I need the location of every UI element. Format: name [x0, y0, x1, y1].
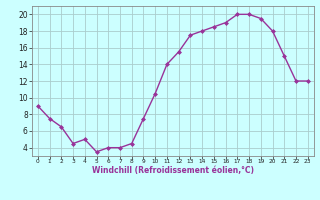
X-axis label: Windchill (Refroidissement éolien,°C): Windchill (Refroidissement éolien,°C) — [92, 166, 254, 175]
